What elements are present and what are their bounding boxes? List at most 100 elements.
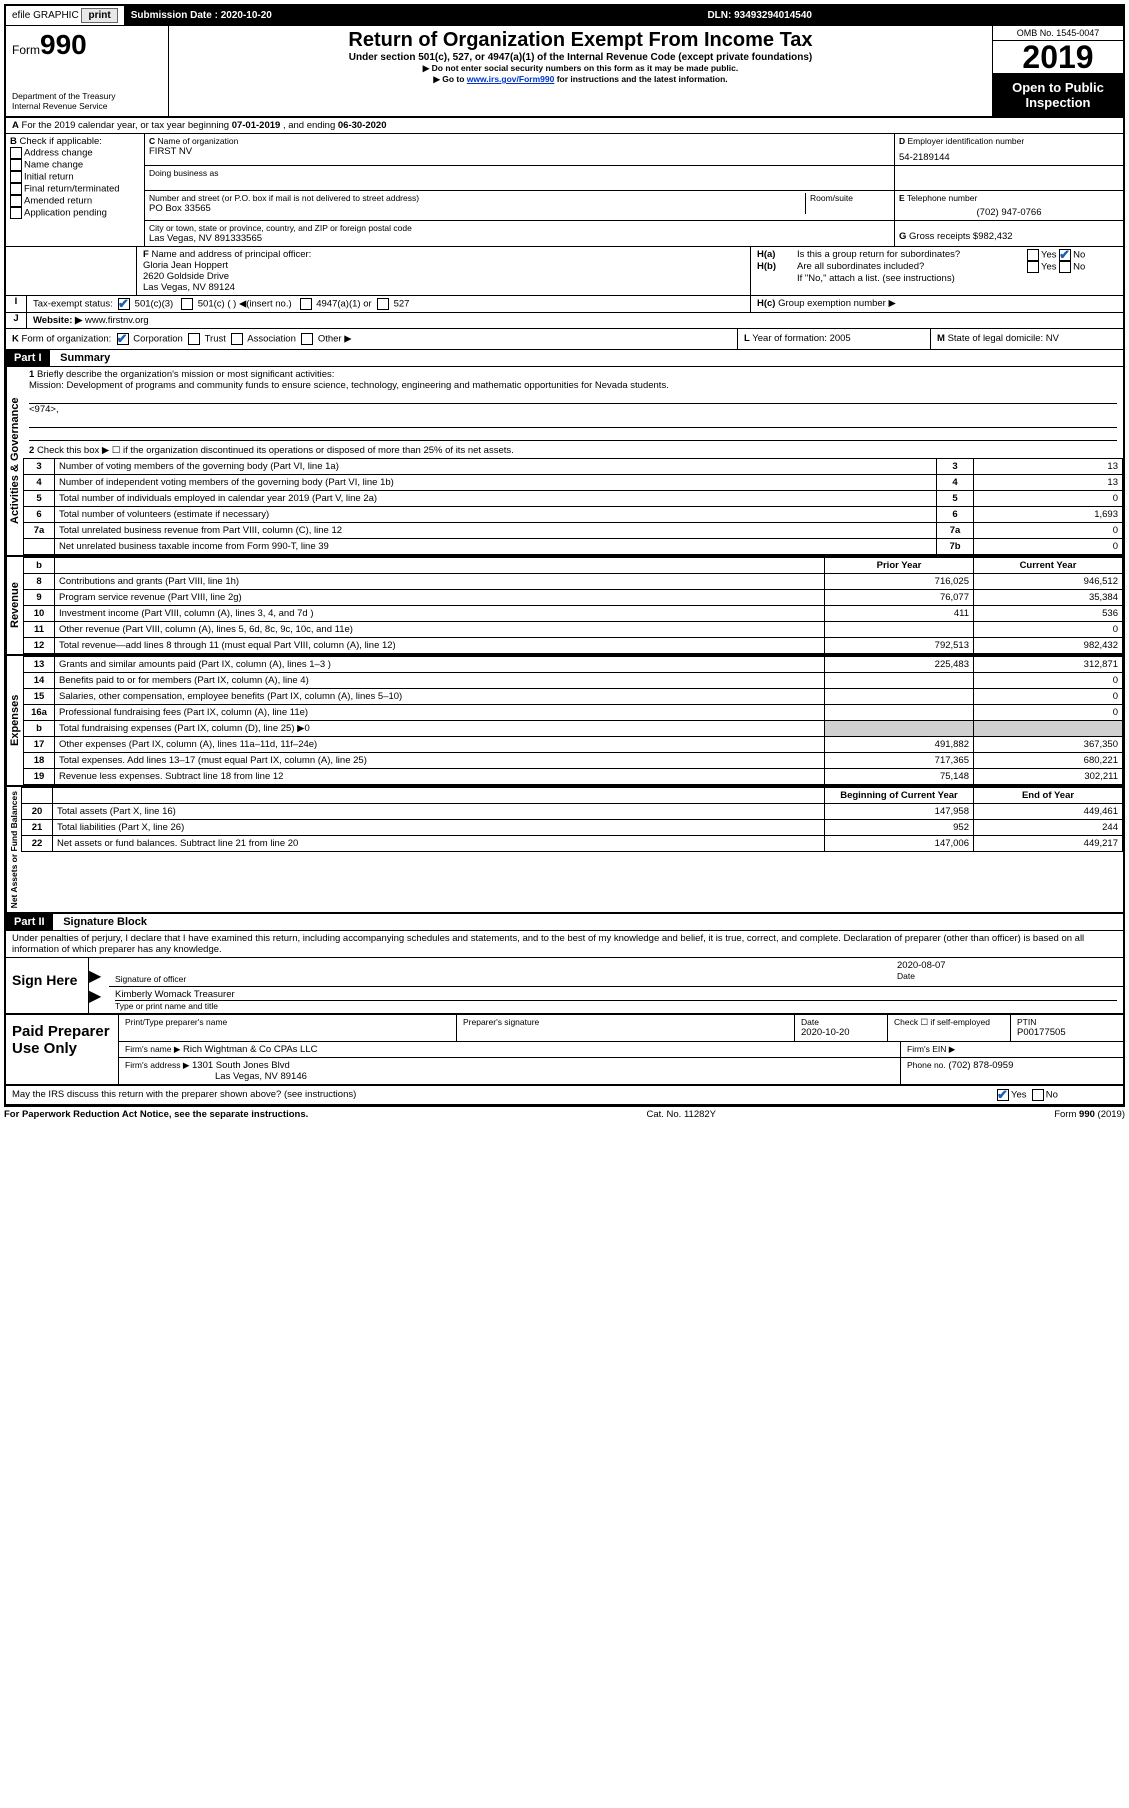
part-i-title: Summary (52, 350, 118, 366)
cb-hb-no[interactable] (1059, 261, 1071, 273)
hb-label: Are all subordinates included? (797, 261, 1027, 273)
cb-527[interactable] (377, 298, 389, 310)
cb-address-change[interactable] (10, 147, 22, 159)
year-formation: L Year of formation: 2005 (738, 329, 931, 349)
firm-addr1: 1301 South Jones Blvd (192, 1060, 290, 1071)
section-b: B Check if applicable: Address change Na… (6, 134, 145, 247)
cb-corp[interactable] (117, 333, 129, 345)
mission-text: Mission: Development of programs and com… (29, 380, 669, 391)
line-a: A For the 2019 calendar year, or tax yea… (6, 118, 1123, 134)
firm-addr-label: Firm's address ▶ (125, 1060, 189, 1070)
state-domicile: M State of legal domicile: NV (931, 329, 1123, 349)
ein: 54-2189144 (899, 146, 1119, 163)
org-name: FIRST NV (149, 146, 890, 157)
cb-ha-no[interactable] (1059, 249, 1071, 261)
vlabel-expenses: Expenses (6, 656, 23, 785)
form-number: Form990 (12, 29, 162, 61)
name-type-label: Type or print name and title (115, 1001, 1117, 1011)
cb-discuss-no[interactable] (1032, 1089, 1044, 1101)
addr-label: Number and street (or P.O. box if mail i… (149, 193, 805, 203)
prep-name-label: Print/Type preparer's name (125, 1017, 450, 1027)
hc-label: Group exemption number ▶ (778, 298, 896, 309)
dln: DLN: 93493294014540 (701, 6, 1123, 25)
tax-year: 2019 (993, 41, 1123, 73)
vlabel-netassets: Net Assets or Fund Balances (6, 787, 21, 912)
cb-initial-return[interactable] (10, 171, 22, 183)
form-container: efile GRAPHIC print Submission Date : 20… (4, 4, 1125, 1107)
form-subtitle-2: ▶ Do not enter social security numbers o… (175, 63, 986, 74)
form-header: Form990 Department of the Treasury Inter… (6, 26, 1123, 118)
sign-here-label: Sign Here (6, 958, 89, 1013)
part-i-label: Part I (6, 350, 50, 366)
cb-discuss-yes[interactable] (997, 1089, 1009, 1101)
tax-status: Tax-exempt status: 501(c)(3) 501(c) ( ) … (27, 296, 751, 312)
firm-name-label: Firm's name ▶ (125, 1044, 180, 1054)
ptin-label: PTIN (1017, 1017, 1117, 1027)
telephone: (702) 947-0766 (899, 203, 1119, 218)
dba-label: Doing business as (149, 168, 890, 178)
paid-preparer-label: Paid Preparer Use Only (6, 1015, 119, 1084)
dept-label: Department of the Treasury Internal Reve… (12, 91, 162, 111)
sig-date: 2020-08-07 (897, 960, 1117, 971)
cb-501c3[interactable] (118, 298, 130, 310)
room-label: Room/suite (810, 193, 890, 203)
sig-date-label: Date (897, 971, 1117, 981)
cb-final-return[interactable] (10, 183, 22, 195)
page-footer: For Paperwork Reduction Act Notice, see … (4, 1107, 1125, 1122)
cb-hb-yes[interactable] (1027, 261, 1039, 273)
topbar: efile GRAPHIC print Submission Date : 20… (6, 6, 1123, 26)
cb-name-change[interactable] (10, 159, 22, 171)
ha-label: Is this a group return for subordinates? (797, 249, 1027, 261)
firm-ein-label: Firm's EIN ▶ (907, 1044, 955, 1054)
part-ii-title: Signature Block (55, 914, 155, 930)
expenses-table: 13Grants and similar amounts paid (Part … (23, 656, 1123, 785)
officer-addr2: Las Vegas, NV 89124 (143, 282, 744, 293)
cb-4947[interactable] (300, 298, 312, 310)
gov-table: 3Number of voting members of the governi… (23, 458, 1123, 555)
firm-phone: (702) 878-0959 (948, 1060, 1013, 1071)
cb-amended[interactable] (10, 195, 22, 207)
vlabel-revenue: Revenue (6, 557, 23, 654)
ptin: P00177505 (1017, 1027, 1117, 1038)
firm-addr2: Las Vegas, NV 89146 (125, 1071, 307, 1082)
gross-receipts: 982,432 (978, 231, 1012, 242)
q1-label: Briefly describe the organization's miss… (37, 369, 335, 380)
prep-sig-label: Preparer's signature (463, 1017, 788, 1027)
officer-name: Gloria Jean Hoppert (143, 260, 744, 271)
netassets-table: Beginning of Current YearEnd of Year 20T… (21, 787, 1123, 852)
discuss-label: May the IRS discuss this return with the… (12, 1089, 997, 1101)
form-subtitle-3: ▶ Go to www.irs.gov/Form990 for instruct… (175, 74, 986, 85)
form-subtitle-1: Under section 501(c), 527, or 4947(a)(1)… (175, 52, 986, 63)
efile-label: efile GRAPHIC print (6, 6, 125, 25)
cb-app-pending[interactable] (10, 207, 22, 219)
q2-label: Check this box ▶ ☐ if the organization d… (37, 445, 514, 456)
city-label: City or town, state or province, country… (149, 223, 890, 233)
irs-link[interactable]: www.irs.gov/Form990 (467, 74, 555, 84)
sig-officer-label: Signature of officer (115, 974, 885, 984)
print-button[interactable]: print (81, 8, 117, 23)
part-ii-label: Part II (6, 914, 53, 930)
cb-assoc[interactable] (231, 333, 243, 345)
cb-501c[interactable] (181, 298, 193, 310)
org-city: Las Vegas, NV 891333565 (149, 233, 890, 244)
firm-name: Rich Wightman & Co CPAs LLC (183, 1044, 317, 1055)
cb-trust[interactable] (188, 333, 200, 345)
prep-date: 2020-10-20 (801, 1027, 881, 1038)
cb-ha-yes[interactable] (1027, 249, 1039, 261)
vlabel-governance: Activities & Governance (6, 367, 23, 555)
org-address: PO Box 33565 (149, 203, 805, 214)
declaration: Under penalties of perjury, I declare th… (6, 931, 1123, 958)
prep-self-label: Check ☐ if self-employed (894, 1017, 1004, 1028)
submission-date: Submission Date : 2020-10-20 (125, 6, 279, 25)
hb-note: If "No," attach a list. (see instruction… (757, 273, 1117, 284)
open-public-label: Open to Public Inspection (993, 74, 1123, 116)
firm-phone-label: Phone no. (907, 1060, 946, 1070)
cb-other[interactable] (301, 333, 313, 345)
omb-number: OMB No. 1545-0047 (995, 28, 1121, 38)
form-title: Return of Organization Exempt From Incom… (175, 29, 986, 52)
prep-date-label: Date (801, 1017, 881, 1027)
revenue-table: bPrior YearCurrent Year 8Contributions a… (23, 557, 1123, 654)
officer-name-title: Kimberly Womack Treasurer (115, 989, 1117, 1001)
officer-addr1: 2620 Goldside Drive (143, 271, 744, 282)
website: Website: ▶ www.firstnv.org (27, 313, 1123, 328)
